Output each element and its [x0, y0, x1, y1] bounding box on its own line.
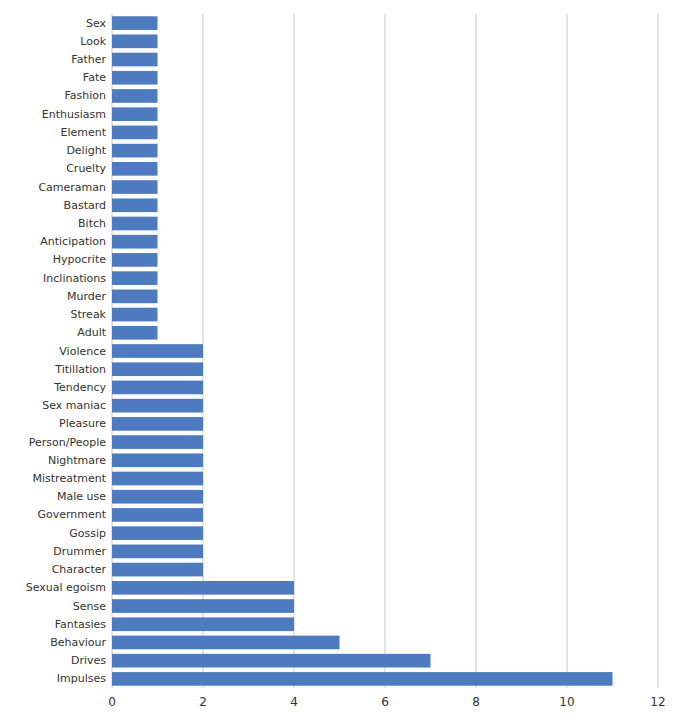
- bar: [112, 290, 158, 304]
- x-tick-label: 6: [381, 695, 389, 709]
- bar: [112, 417, 203, 431]
- y-tick-label: Delight: [66, 144, 106, 157]
- grid-line: [385, 14, 386, 688]
- y-tick-label: Drives: [71, 654, 106, 667]
- bar: [112, 399, 203, 413]
- bar: [112, 490, 203, 504]
- y-axis: Impulses Drives Behaviour Fantasies Sense Sex…: [26, 17, 107, 686]
- y-tick-label: Inclinations: [43, 272, 106, 285]
- grid: [112, 14, 658, 688]
- y-tick-label: Person/People: [29, 436, 106, 449]
- y-tick-label: Anticipation: [40, 235, 106, 248]
- bar: [112, 599, 294, 613]
- bar: [112, 144, 158, 158]
- bar: [112, 180, 158, 194]
- y-tick-label: Sense: [73, 600, 106, 613]
- y-tick-label: Violence: [59, 345, 106, 358]
- y-tick-label: Look: [80, 35, 106, 48]
- y-tick-label: Adult: [77, 326, 106, 339]
- bar: [112, 672, 613, 686]
- bar: [112, 581, 294, 595]
- bar: [112, 217, 158, 231]
- bar: [112, 435, 203, 449]
- y-tick-label: Father: [71, 53, 106, 66]
- y-tick-label: Hypocrite: [53, 253, 106, 266]
- y-tick-label: Cameraman: [38, 181, 106, 194]
- bar: [112, 16, 158, 30]
- bar: [112, 344, 203, 358]
- bar: [112, 126, 158, 140]
- bar: [112, 34, 158, 48]
- x-tick-label: 10: [559, 695, 574, 709]
- bar: [112, 636, 340, 650]
- bar: [112, 617, 294, 631]
- bar: [112, 472, 203, 486]
- y-tick-label: Murder: [67, 290, 107, 303]
- x-tick-label: 12: [650, 695, 665, 709]
- y-tick-label: Fashion: [64, 89, 106, 102]
- y-tick-label: Male use: [57, 490, 106, 503]
- y-tick-label: Sex maniac: [42, 399, 106, 412]
- y-tick-label: Government: [37, 508, 106, 521]
- y-tick-label: Element: [60, 126, 106, 139]
- y-tick-label: Tendency: [53, 381, 106, 394]
- x-tick-label: 0: [108, 695, 116, 709]
- y-tick-label: Bastard: [64, 199, 106, 212]
- grid-line: [567, 14, 568, 688]
- y-tick-label: Behaviour: [50, 636, 106, 649]
- bar: [112, 654, 431, 668]
- y-tick-label: Character: [52, 563, 107, 576]
- y-tick-label: Fate: [83, 71, 106, 84]
- bar: [112, 526, 203, 540]
- bar: [112, 563, 203, 577]
- bar: [112, 253, 158, 267]
- y-tick-label: Impulses: [57, 672, 106, 685]
- bar: [112, 508, 203, 522]
- bar: [112, 162, 158, 176]
- grid-line: [476, 14, 477, 688]
- bar: [112, 89, 158, 103]
- y-tick-label: Mistreatment: [33, 472, 107, 485]
- x-tick-label: 4: [290, 695, 298, 709]
- bar: [112, 53, 158, 67]
- bar: [112, 271, 158, 285]
- bar: [112, 545, 203, 559]
- x-tick-label: 8: [472, 695, 480, 709]
- bar: [112, 453, 203, 467]
- bar: [112, 326, 158, 340]
- bar: [112, 308, 158, 322]
- bar: [112, 362, 203, 376]
- y-tick-label: Fantasies: [55, 618, 107, 631]
- y-tick-label: Titillation: [54, 363, 106, 376]
- bar: [112, 71, 158, 85]
- x-tick-label: 2: [199, 695, 207, 709]
- bar: [112, 107, 158, 121]
- bar: [112, 235, 158, 249]
- y-tick-label: Sex: [86, 17, 107, 30]
- y-tick-label: Nightmare: [48, 454, 106, 467]
- bar: [112, 198, 158, 212]
- y-tick-label: Bitch: [78, 217, 106, 230]
- bars: [112, 16, 613, 685]
- y-tick-label: Pleasure: [59, 417, 106, 430]
- chart-container: 0 2 4 6 8 10 12 Impulses Drives Behaviour Fantasie…: [0, 0, 678, 722]
- bar: [112, 381, 203, 395]
- y-tick-label: Cruelty: [66, 162, 106, 175]
- y-tick-label: Streak: [71, 308, 107, 321]
- y-tick-label: Enthusiasm: [42, 108, 106, 121]
- chart-svg: 0 2 4 6 8 10 12 Impulses Drives Behaviour Fantasie…: [0, 0, 678, 722]
- grid-line: [658, 14, 659, 688]
- y-tick-label: Drummer: [53, 545, 106, 558]
- y-tick-label: Gossip: [69, 527, 106, 540]
- y-tick-label: Sexual egoism: [26, 581, 106, 594]
- x-axis: 0 2 4 6 8 10 12: [108, 695, 665, 709]
